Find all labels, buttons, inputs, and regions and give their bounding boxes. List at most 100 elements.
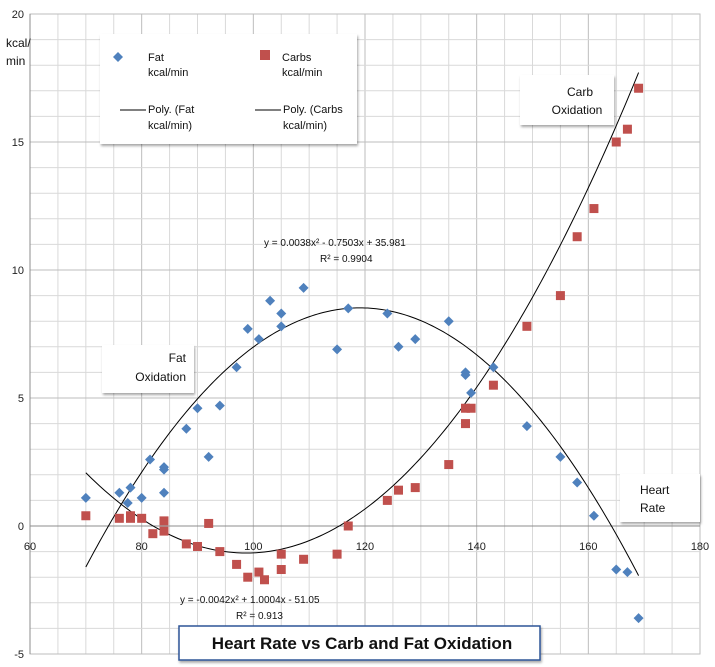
fat-trend-equation: y = 0.0038x² - 0.7503x + 35.981: [264, 238, 406, 249]
carbs-data-point: [461, 403, 470, 413]
data-markers: [80, 83, 644, 624]
fat-data-point: [276, 321, 287, 332]
carbs-data-point: [332, 549, 342, 559]
carbs-data-point: [159, 526, 169, 536]
legend-poly-carbs-label-1: Poly. (Carbs: [283, 104, 343, 116]
fat-data-point: [253, 334, 264, 345]
heart-rate-line1: Heart: [640, 483, 670, 497]
fat-data-point: [214, 400, 225, 411]
carbs-data-point: [193, 541, 202, 551]
fat-data-point: [588, 510, 599, 521]
fat-data-point: [382, 308, 393, 319]
carbs-trend-r2: R² = 0.913: [236, 611, 283, 622]
fat-oxidation-callout: Fat Oxidation: [102, 345, 194, 393]
carbs-data-point: [159, 516, 169, 526]
carbs-data-point: [622, 124, 632, 134]
carbs-data-point: [181, 539, 191, 549]
y-tick-label: 10: [12, 265, 24, 277]
carbs-data-point: [522, 321, 532, 331]
y-tick-label: 0: [18, 521, 24, 533]
carbs-data-point: [611, 137, 621, 147]
carbs-trend-equation: y = -0.0042x² + 1.0004x - 51.05: [180, 595, 320, 606]
carbs-data-point: [299, 554, 309, 564]
legend-carbs-label-1: Carbs: [282, 52, 312, 64]
carbs-data-point: [232, 559, 242, 569]
x-tick-label: 180: [691, 541, 709, 553]
y-tick-label: 20: [12, 9, 24, 21]
legend-fat-label-1: Fat: [148, 52, 164, 64]
fat-data-point: [203, 451, 214, 462]
legend-carbs-marker: [260, 50, 270, 60]
carb-oxidation-line1: Carb: [567, 85, 593, 99]
y-axis-label-line1: kcal/: [6, 36, 31, 50]
trendlines: [85, 72, 640, 576]
carbs-data-point: [243, 572, 253, 582]
carbs-trendline: [85, 307, 640, 576]
fat-oxidation-line2: Oxidation: [135, 370, 186, 384]
carbs-data-point: [137, 513, 147, 523]
carbs-data-point: [276, 549, 286, 559]
fat-data-point: [122, 497, 133, 508]
fat-data-point: [611, 564, 622, 575]
heart-rate-callout: Heart Rate: [620, 474, 700, 522]
carbs-data-point: [555, 291, 565, 301]
carbs-data-point: [148, 529, 158, 539]
carbs-data-point: [215, 547, 225, 557]
legend-poly-fat-label-1: Poly. (Fat: [148, 104, 194, 116]
x-axis-line: [29, 14, 700, 654]
legend-poly-fat-label-2: kcal/min): [148, 120, 192, 132]
carbs-data-point: [589, 204, 599, 214]
carbs-data-point: [204, 518, 214, 528]
carbs-data-point: [343, 521, 353, 531]
fat-data-point: [633, 613, 644, 624]
fat-data-point: [460, 369, 471, 380]
carbs-data-point: [444, 460, 454, 470]
fat-data-point: [555, 451, 566, 462]
carbs-equation-label: y = -0.0042x² + 1.0004x - 51.05 R² = 0.9…: [180, 595, 320, 622]
carbs-data-point: [114, 513, 124, 523]
fat-data-point: [145, 454, 156, 465]
fat-oxidation-line1: Fat: [169, 351, 187, 365]
legend-box: [100, 34, 357, 144]
x-tick-label: 160: [579, 541, 597, 553]
carbs-data-point: [410, 483, 420, 493]
legend: Fat kcal/min Carbs kcal/min Poly. (Fat k…: [100, 34, 357, 144]
y-tick-label: -5: [14, 649, 24, 661]
fat-data-point: [466, 387, 477, 398]
fat-data-point: [572, 477, 583, 488]
fat-data-point: [80, 492, 91, 503]
chart-title: Heart Rate vs Carb and Fat Oxidation: [212, 634, 512, 653]
fat-data-point: [488, 362, 499, 373]
legend-fat-label-2: kcal/min: [148, 67, 188, 79]
x-tick-label: 60: [24, 541, 36, 553]
fat-data-point: [276, 308, 287, 319]
fat-data-point: [114, 487, 125, 498]
axis-ticks: 60 80 100 120 140 160 180 -5 0 5 10 15 20: [12, 9, 709, 661]
chart-title-box: Heart Rate vs Carb and Fat Oxidation: [178, 625, 541, 661]
carbs-data-point: [461, 419, 470, 429]
carbs-data-point: [260, 575, 269, 585]
carbs-data-point: [572, 232, 582, 242]
x-tick-label: 100: [244, 541, 262, 553]
y-tick-label: 5: [18, 393, 24, 405]
legend-poly-carbs-label-2: kcal/min): [283, 120, 327, 132]
y-tick-label: 15: [12, 137, 24, 149]
carbs-data-point: [126, 511, 135, 521]
fat-data-point: [231, 362, 242, 373]
fat-data-point: [136, 492, 147, 503]
fat-data-point: [242, 323, 253, 334]
carbs-data-point: [254, 567, 264, 577]
x-tick-label: 140: [467, 541, 485, 553]
fat-data-point: [393, 341, 404, 352]
carb-oxidation-callout: Carb Oxidation: [520, 75, 614, 125]
carbs-data-point: [394, 485, 403, 495]
fat-data-point: [443, 316, 454, 327]
fat-trendline: [85, 72, 640, 554]
fat-data-point: [332, 344, 343, 355]
fat-data-point: [410, 334, 421, 345]
fat-data-point: [159, 487, 169, 498]
carb-oxidation-line2: Oxidation: [552, 103, 603, 117]
carbs-data-point: [634, 83, 644, 93]
legend-carbs-label-2: kcal/min: [282, 67, 322, 79]
